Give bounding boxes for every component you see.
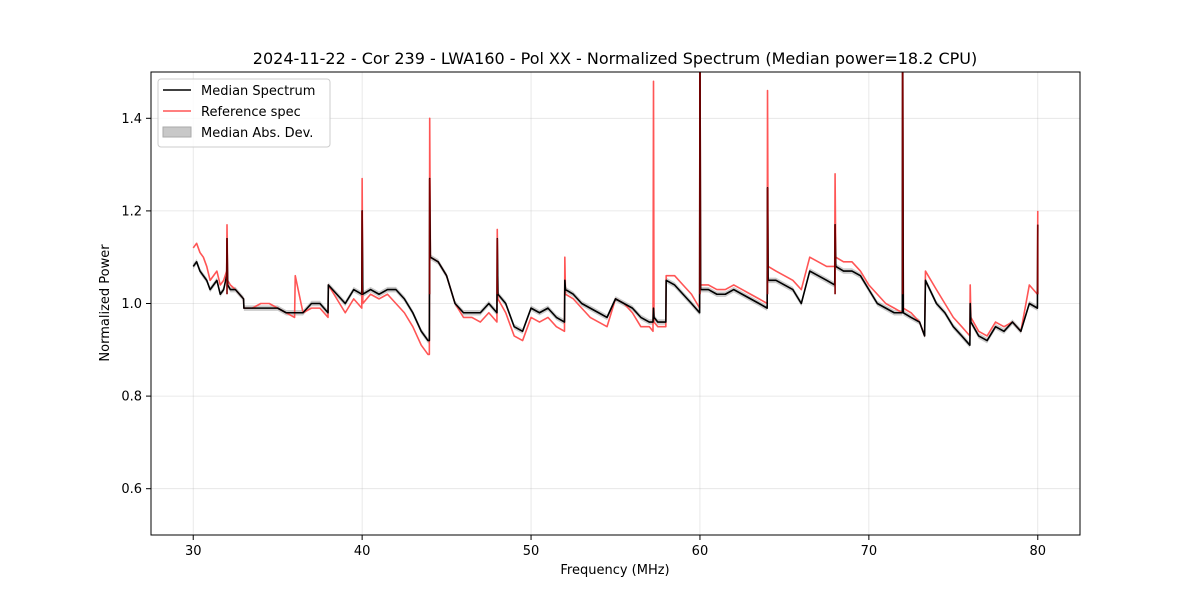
y-tick-label: 1.4 xyxy=(121,112,142,127)
x-tick-label: 50 xyxy=(523,544,540,559)
y-tick-label: 0.6 xyxy=(121,482,142,497)
y-tick-label: 1.2 xyxy=(121,204,142,219)
legend-label-mad: Median Abs. Dev. xyxy=(201,126,313,141)
legend-box xyxy=(157,78,331,148)
y-tick-label: 1.0 xyxy=(121,297,142,312)
legend-label-reference: Reference spec xyxy=(201,105,301,120)
x-tick-label: 70 xyxy=(861,544,878,559)
y-axis-label: Normalized Power xyxy=(98,244,113,362)
legend: Median Spectrum Reference spec Median Ab… xyxy=(157,78,331,148)
legend-label-median: Median Spectrum xyxy=(201,84,315,99)
legend-swatch-mad xyxy=(162,126,192,138)
x-tick-label: 80 xyxy=(1029,544,1046,559)
median-spectrum-line xyxy=(192,72,1039,346)
y-tick-label: 0.8 xyxy=(121,390,142,405)
x-axis-label: Frequency (MHz) xyxy=(560,563,669,578)
x-tick-label: 60 xyxy=(692,544,709,559)
x-tick-label: 40 xyxy=(354,544,371,559)
x-axis: 30 40 50 60 70 80 xyxy=(185,535,1046,559)
chart-title: 2024-11-22 - Cor 239 - LWA160 - Pol XX -… xyxy=(253,49,977,68)
median-abs-dev-band xyxy=(193,72,1038,348)
x-tick-label: 30 xyxy=(185,544,202,559)
reference-spec-line xyxy=(192,72,1039,356)
y-axis: 0.6 0.8 1.0 1.2 1.4 xyxy=(121,112,151,497)
spike-overlap-line xyxy=(226,72,1039,295)
